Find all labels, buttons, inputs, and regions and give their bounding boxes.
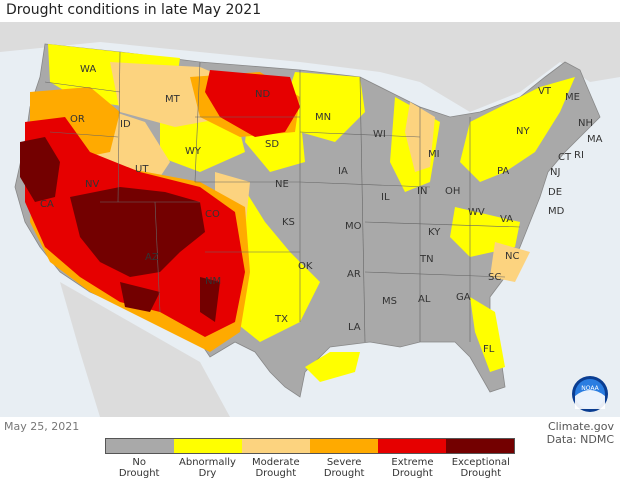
legend-labels: No Drought Abnormally Dry Moderate Drought … xyxy=(105,454,515,479)
credit-data: Data: NDMC xyxy=(546,433,614,446)
state-label-vt: VT xyxy=(538,86,552,97)
us-drought-map: WA OR CA ID NV MT WY UT AZ CO NM ND SD N… xyxy=(0,22,620,417)
map-title: Drought conditions in late May 2021 xyxy=(6,2,262,18)
state-label-mo: MO xyxy=(345,221,362,232)
exceptional-drought-areas xyxy=(20,137,220,322)
state-label-mi: MI xyxy=(428,149,440,160)
state-label-md: MD xyxy=(548,206,565,217)
noaa-logo-icon: NOAA xyxy=(572,376,608,412)
noaa-logo-text: NOAA xyxy=(581,385,599,392)
state-label-id: ID xyxy=(120,119,131,130)
state-label-nj: NJ xyxy=(550,167,560,178)
state-label-ks: KS xyxy=(282,217,295,228)
state-label-pa: PA xyxy=(497,166,509,177)
state-label-ia: IA xyxy=(338,166,348,177)
map-date: May 25, 2021 xyxy=(4,420,80,433)
map-area: WA OR CA ID NV MT WY UT AZ CO NM ND SD N… xyxy=(0,22,620,417)
state-label-ga: GA xyxy=(456,292,471,303)
drought-legend: No Drought Abnormally Dry Moderate Drought … xyxy=(105,438,515,479)
state-label-wi: WI xyxy=(373,129,386,140)
state-label-nc: NC xyxy=(505,251,519,262)
state-label-mt: MT xyxy=(165,94,181,105)
legend-swatch-severe xyxy=(310,439,378,453)
state-label-il: IL xyxy=(381,192,390,203)
state-label-wv: WV xyxy=(468,207,485,218)
state-label-tx: TX xyxy=(274,314,288,325)
state-label-ky: KY xyxy=(428,227,441,238)
legend-swatch-abnormally-dry xyxy=(174,439,242,453)
state-label-ne: NE xyxy=(275,179,289,190)
state-label-wy: WY xyxy=(185,146,202,157)
state-boundaries xyxy=(44,51,521,343)
credit-block: Climate.gov Data: NDMC xyxy=(547,420,614,446)
state-label-la: LA xyxy=(348,322,361,333)
state-label-de: DE xyxy=(548,187,562,198)
state-label-wa: WA xyxy=(80,64,96,75)
legend-label-abnormally-dry: Abnormally Dry xyxy=(179,457,236,479)
state-label-sd: SD xyxy=(265,139,279,150)
state-label-va: VA xyxy=(500,214,513,225)
state-labels: WA OR CA ID NV MT WY UT AZ CO NM ND SD N… xyxy=(40,64,603,355)
state-label-mn: MN xyxy=(315,112,331,123)
credit-site: Climate.gov xyxy=(547,420,614,433)
legend-swatch-extreme xyxy=(378,439,446,453)
state-label-me: ME xyxy=(565,92,580,103)
state-label-or: OR xyxy=(70,114,85,125)
state-label-ma: MA xyxy=(587,134,603,145)
state-label-ms: MS xyxy=(382,296,397,307)
legend-label-extreme: Extreme Drought xyxy=(391,457,434,479)
state-label-in: IN xyxy=(417,186,427,197)
state-label-ut: UT xyxy=(135,164,149,175)
legend-label-none: No Drought xyxy=(118,457,160,479)
state-label-sc: SC xyxy=(488,272,501,283)
state-label-tn: TN xyxy=(419,254,434,265)
state-label-ri: RI xyxy=(574,150,584,161)
state-label-ct: CT xyxy=(558,152,572,163)
mexico-land xyxy=(60,282,230,417)
legend-label-moderate: Moderate Drought xyxy=(252,457,300,479)
legend-swatch-none xyxy=(106,439,174,453)
state-label-co: CO xyxy=(205,209,220,220)
legend-swatch-moderate xyxy=(242,439,310,453)
state-label-ar: AR xyxy=(347,269,361,280)
state-label-nd: ND xyxy=(255,89,270,100)
legend-swatch-exceptional xyxy=(446,439,514,453)
state-label-al: AL xyxy=(418,294,431,305)
legend-label-exceptional: Exceptional Drought xyxy=(451,457,510,479)
state-label-nv: NV xyxy=(85,179,99,190)
legend-label-severe: Severe Drought xyxy=(323,457,365,479)
state-label-nh: NH xyxy=(578,118,593,129)
state-label-oh: OH xyxy=(445,186,460,197)
state-label-ok: OK xyxy=(298,261,313,272)
legend-color-bar xyxy=(105,438,515,454)
state-label-ny: NY xyxy=(516,126,530,137)
canada-land xyxy=(0,22,620,112)
state-label-fl: FL xyxy=(483,344,495,355)
state-label-ca: CA xyxy=(40,199,54,210)
state-label-nm: NM xyxy=(205,276,221,287)
state-label-az: AZ xyxy=(145,252,159,263)
